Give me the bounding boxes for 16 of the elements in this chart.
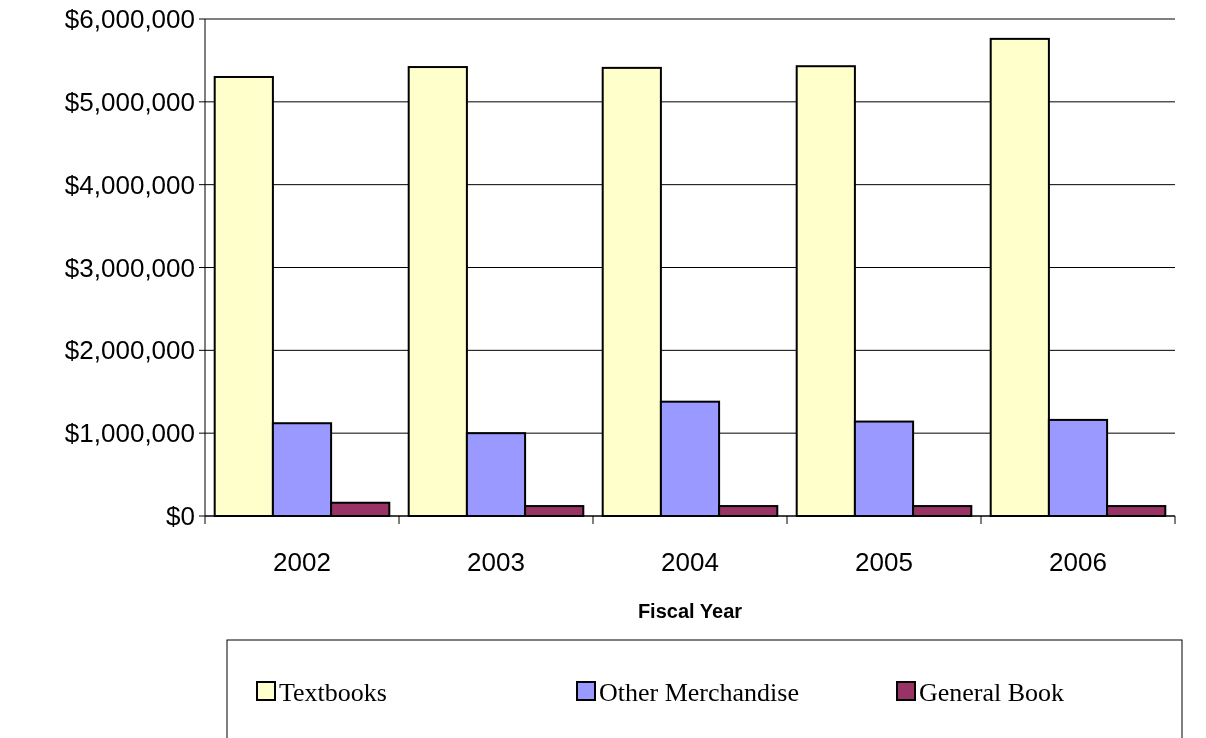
legend-label: Textbooks — [279, 678, 387, 708]
y-tick-label: $2,000,000 — [64, 335, 195, 366]
x-tick-label: 2006 — [1049, 547, 1107, 577]
y-tick-label: $5,000,000 — [64, 86, 195, 117]
legend-label: General Book — [919, 678, 1065, 708]
y-tick-label: $0 — [166, 501, 195, 532]
y-tick-label: $4,000,000 — [64, 169, 195, 200]
y-tick-label: $3,000,000 — [64, 252, 195, 283]
x-tick-label: 2002 — [273, 547, 331, 577]
x-tick-label: 2004 — [661, 547, 719, 577]
x-tick-label: 2005 — [855, 547, 913, 577]
legend-label: Other Merchandise — [599, 678, 799, 708]
x-axis-title: Fiscal Year — [637, 600, 743, 622]
x-tick-label: 2003 — [467, 547, 525, 577]
y-tick-label: $6,000,000 — [64, 4, 195, 35]
y-tick-label: $1,000,000 — [64, 418, 195, 449]
